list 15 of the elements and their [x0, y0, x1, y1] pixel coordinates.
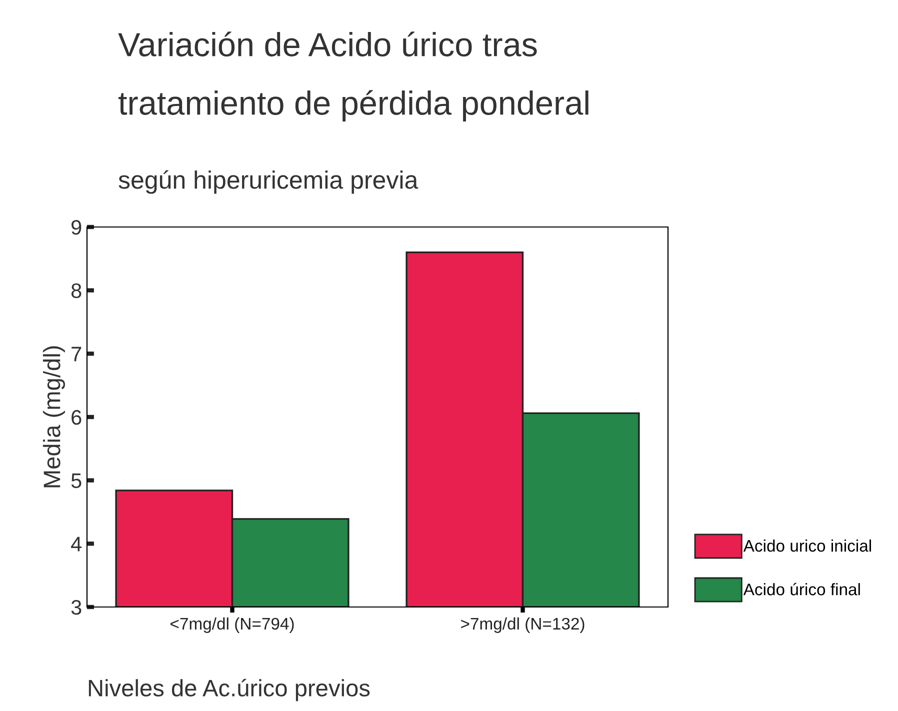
- x-axis-title: Niveles de Ac.úrico previos: [88, 678, 370, 702]
- y-tick-label: 5: [71, 474, 82, 488]
- chart-title: Variación de Acido úrico tras tratamiento de pérdida ponderal: [118, 32, 588, 122]
- y-tick-label: 7: [72, 346, 82, 362]
- x-tick-label: >7mg/dl (N=132): [461, 617, 584, 633]
- y-tick-label: 4: [71, 536, 82, 552]
- x-tick-label: <7mg/dl (N=794): [170, 617, 294, 633]
- y-axis-title: Media (mg/dl): [42, 346, 65, 488]
- y-tick-label: 9: [72, 220, 82, 235]
- y-tick-label: 8: [71, 283, 82, 298]
- legend-label: Acido úrico final: [743, 582, 860, 596]
- legend-label: Acido urico inicial: [743, 540, 871, 552]
- chart-subtitle: según hiperuricemia previa: [118, 170, 418, 194]
- y-tick-label: 6: [72, 410, 82, 425]
- y-tick-label: 3: [71, 600, 82, 615]
